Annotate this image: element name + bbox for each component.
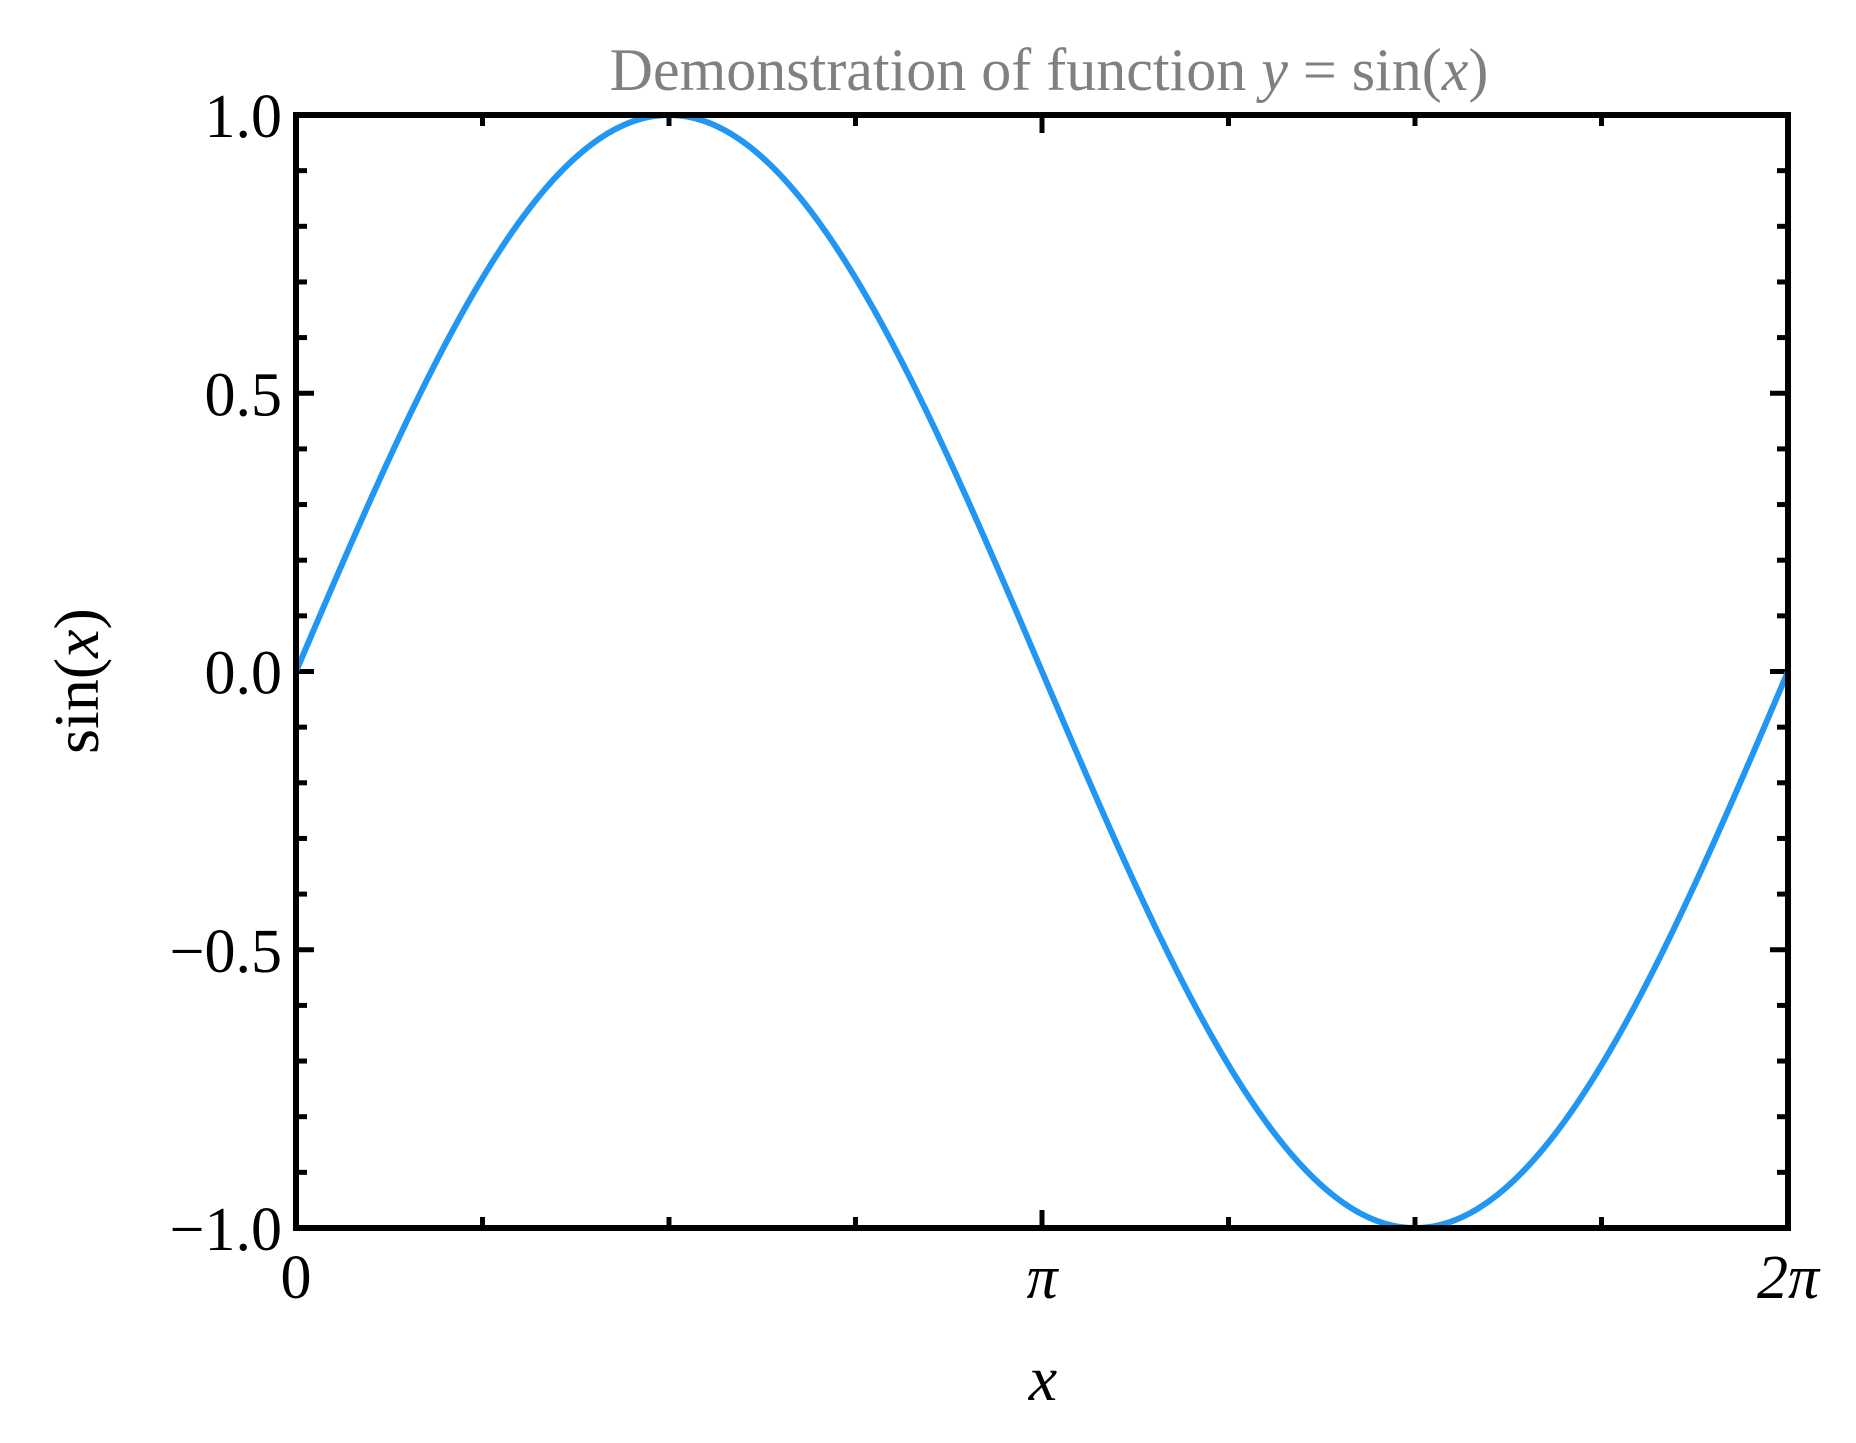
y-tick-label: 0.5 xyxy=(205,361,283,429)
x-tick-label: 2π xyxy=(1757,1244,1821,1312)
chart-title: Demonstration of function y = sin(x) xyxy=(610,37,1489,103)
chart-title-close: ) xyxy=(1468,37,1488,103)
y-tick-label: 1.0 xyxy=(205,83,283,151)
x-tick-label: π xyxy=(1026,1244,1059,1312)
y-axis-label-var: x xyxy=(41,629,112,658)
chart-title-var-x: x xyxy=(1441,37,1469,103)
series-line-sin xyxy=(296,115,1788,1228)
chart-title-prefix: Demonstration of function xyxy=(610,37,1262,103)
y-axis-label-suffix: ) xyxy=(41,608,112,629)
x-axis-label: x xyxy=(1028,1343,1057,1414)
tick-labels-group: −1.0 −0.5 0.0 0.5 1.0 0 π 2π xyxy=(170,83,1821,1312)
x-tick-label: 0 xyxy=(281,1244,312,1312)
y-tick-label: −0.5 xyxy=(170,918,282,986)
y-tick-label: −1.0 xyxy=(170,1196,282,1264)
y-tick-label: 0.0 xyxy=(205,640,283,708)
y-axis-label-prefix: sin( xyxy=(41,658,112,754)
chart-title-equals: = sin( xyxy=(1288,37,1442,103)
y-axis-label: sin(x) xyxy=(41,608,112,754)
